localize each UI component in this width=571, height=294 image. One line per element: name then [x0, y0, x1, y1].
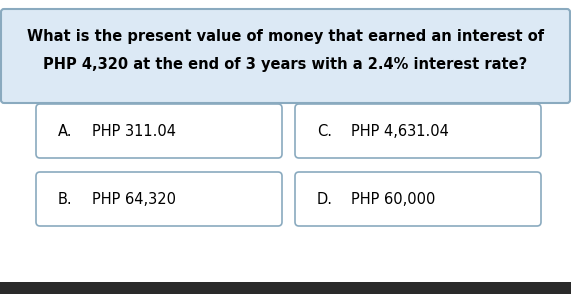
Text: C.: C.: [317, 123, 332, 138]
Text: A.: A.: [58, 123, 73, 138]
Text: PHP 4,320 at the end of 3 years with a 2.4% interest rate?: PHP 4,320 at the end of 3 years with a 2…: [43, 56, 528, 71]
Text: PHP 311.04: PHP 311.04: [92, 123, 176, 138]
Text: D.: D.: [317, 191, 333, 206]
Text: PHP 60,000: PHP 60,000: [351, 191, 435, 206]
Text: What is the present value of money that earned an interest of: What is the present value of money that …: [27, 29, 544, 44]
Bar: [0, 282, 571, 294]
FancyBboxPatch shape: [295, 172, 541, 226]
Text: PHP 4,631.04: PHP 4,631.04: [351, 123, 449, 138]
Text: PHP 64,320: PHP 64,320: [92, 191, 176, 206]
Text: B.: B.: [58, 191, 73, 206]
FancyBboxPatch shape: [36, 104, 282, 158]
FancyBboxPatch shape: [295, 104, 541, 158]
FancyBboxPatch shape: [1, 9, 570, 103]
FancyBboxPatch shape: [36, 172, 282, 226]
